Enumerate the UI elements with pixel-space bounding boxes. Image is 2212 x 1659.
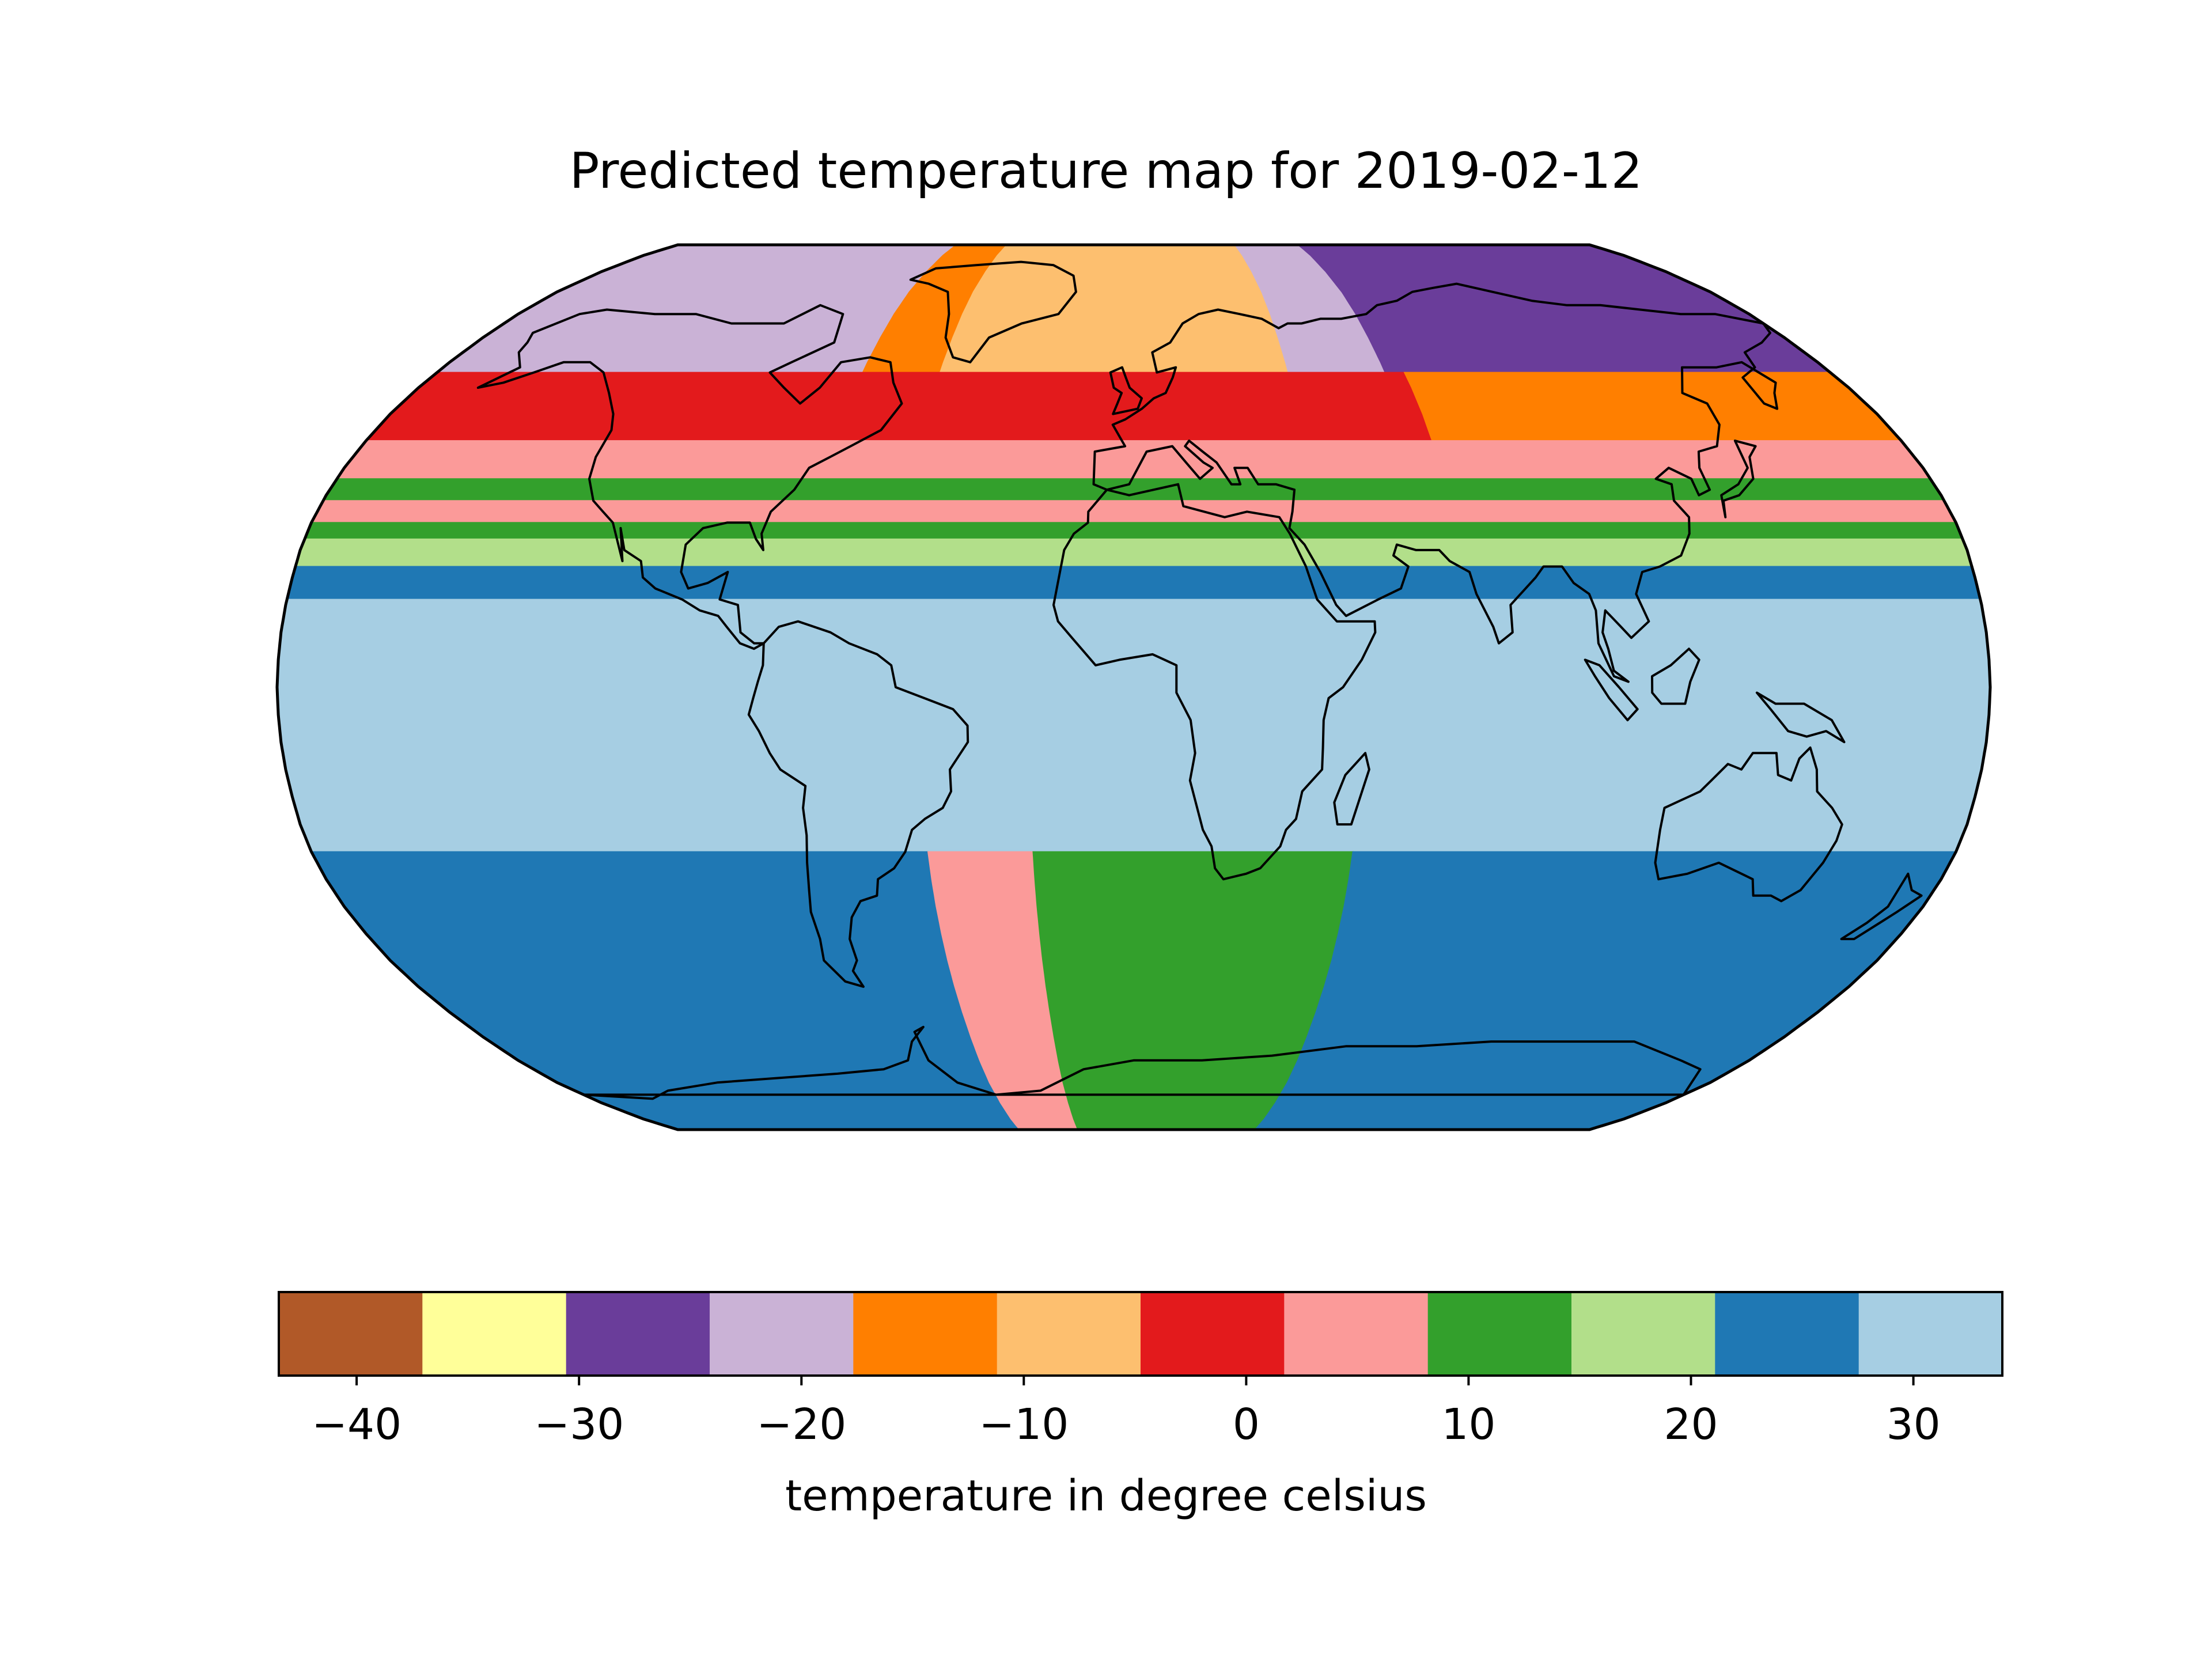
temperature-band-17 [1253, 851, 1957, 1130]
map-title: Predicted temperature map for 2019-02-12 [569, 142, 1643, 200]
coast-new-guinea [1755, 691, 1846, 744]
colorbar-tick-label-1: −30 [534, 1400, 624, 1449]
temperature-band-11 [294, 538, 1973, 567]
colorbar-segment-7 [1284, 1292, 1429, 1376]
colorbar-label: temperature in degree celsius [785, 1471, 1427, 1521]
colorbar-segment-5 [997, 1292, 1141, 1376]
coast-borneo [1651, 647, 1700, 705]
colorbar-segment-10 [1715, 1292, 1859, 1376]
colorbar-tick-label-7: 30 [1887, 1400, 1941, 1449]
colorbar: −40 −30 −20 −10 0 10 20 30 [278, 1291, 2003, 1449]
colorbar-tick-label-3: −10 [979, 1400, 1069, 1449]
coast-eurasia [1092, 282, 1779, 683]
coast-greenland [909, 260, 1077, 363]
coast-madagascar [1333, 752, 1370, 826]
temperature-band-14 [310, 851, 1021, 1130]
coast-north-america [476, 304, 903, 650]
coast-japan [1720, 440, 1757, 518]
temperature-band-4 [1297, 245, 1832, 373]
temperature-bands [277, 245, 1990, 1130]
temperature-band-6 [1403, 372, 1903, 442]
coast-britain [1109, 366, 1143, 415]
temperature-band-16 [1032, 851, 1354, 1130]
colorbar-segment-1 [422, 1292, 567, 1376]
colorbar-tick-label-0: −40 [312, 1400, 402, 1449]
colorbar-frame [278, 1291, 2003, 1377]
colorbar-tick-label-2: −20 [756, 1400, 846, 1449]
colorbar-segment-9 [1571, 1292, 1716, 1376]
coast-africa [1052, 483, 1377, 881]
coast-new-zealand [1840, 872, 1923, 941]
colorbar-segment-8 [1427, 1292, 1572, 1376]
temperature-band-8 [322, 478, 1945, 502]
coast-south-america [747, 620, 969, 988]
coast-australia [1654, 746, 1843, 903]
coast-sumatra [1584, 658, 1639, 722]
colorbar-tick-label-4: 0 [1233, 1400, 1260, 1449]
colorbar-segment-2 [566, 1292, 710, 1376]
temperature-band-12 [286, 566, 1982, 600]
temperature-band-10 [304, 522, 1964, 540]
colorbar-segment-6 [1141, 1292, 1285, 1376]
colorbar-tick-label-5: 10 [1441, 1400, 1495, 1449]
temperature-band-13 [277, 599, 1990, 853]
coastlines [476, 260, 1923, 1100]
colorbar-tick-label-6: 20 [1664, 1400, 1718, 1449]
colorbar-segment-4 [853, 1292, 998, 1376]
colorbar-segment-0 [279, 1292, 423, 1376]
colorbar-segment-11 [1858, 1292, 2003, 1376]
map-outline [275, 243, 1992, 1131]
colorbar-segment-3 [710, 1292, 854, 1376]
temperature-band-9 [310, 500, 1957, 524]
coast-antarctica [582, 1025, 1702, 1100]
temperature-band-7 [336, 440, 1931, 480]
